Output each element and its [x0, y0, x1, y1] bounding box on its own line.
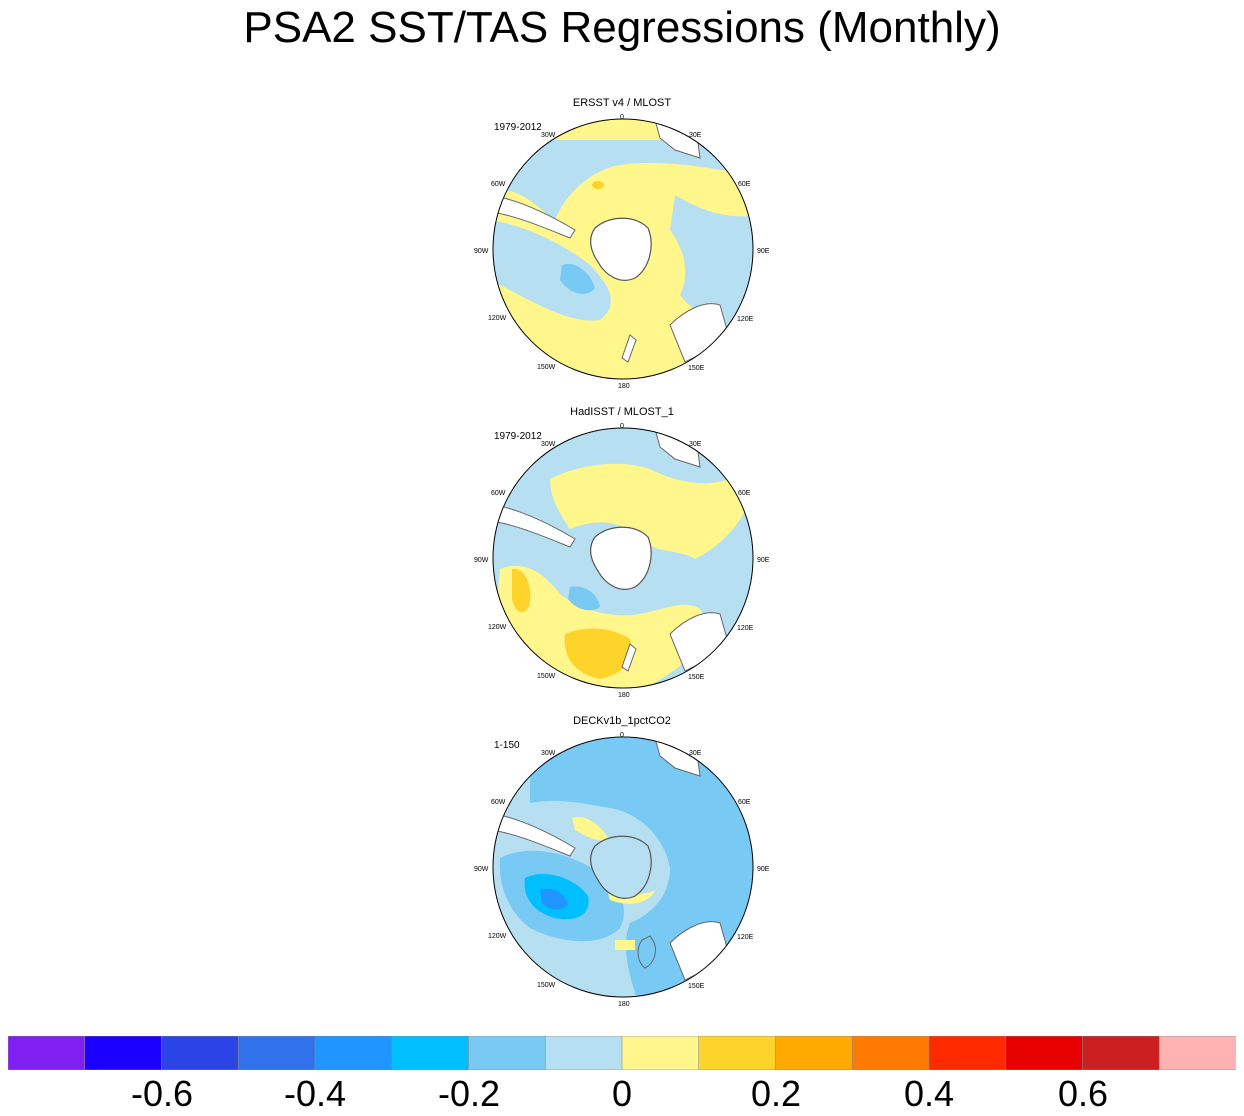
- panel-2-land-new-zealand: [621, 643, 637, 672]
- colorbar-box: [84, 1036, 163, 1070]
- panel-2-lon-120e: 120E: [737, 625, 754, 632]
- panel-1-lon-90w: 90W: [474, 248, 489, 255]
- colorbar-box: [468, 1036, 547, 1070]
- panel-2-lon-120w: 120W: [488, 624, 507, 631]
- panel-3-lon-150w: 150W: [537, 982, 556, 989]
- panel-3-land-south-america: [493, 812, 576, 857]
- panel-3-map-border: [492, 736, 754, 998]
- panel-1-title: ERSST v4 / MLOST: [572, 97, 672, 109]
- panel-1-land-south-america: [493, 194, 576, 239]
- panel-2-lon-0: 0: [620, 423, 624, 430]
- colorbar-box: [851, 1036, 930, 1070]
- colorbar-box: [8, 1036, 86, 1070]
- panel-2-lon-150w: 150W: [537, 673, 556, 680]
- panel-3-lon-120w: 120W: [488, 933, 507, 940]
- panel-2-antarctica: [590, 526, 652, 590]
- panel-2-map-border: [492, 427, 754, 689]
- panel-1-map-border: [492, 118, 754, 380]
- panel-1-land-new-zealand: [621, 334, 637, 363]
- panel-3-positive-patch: [615, 940, 635, 950]
- panel-3-lon-90w: 90W: [474, 866, 489, 873]
- colorbar-box: [928, 1036, 1007, 1070]
- panel-2-lon-30e: 30E: [689, 441, 702, 448]
- panel-1-lon-90e: 90E: [757, 248, 770, 255]
- panel-3-period: 1-150: [494, 740, 520, 751]
- panel-1-negative-core: [560, 263, 595, 294]
- panel-3-lon-60w: 60W: [491, 799, 506, 806]
- panel-2-lon-90e: 90E: [757, 557, 770, 564]
- panel-1-lon-0: 0: [620, 114, 624, 121]
- panel-1-period: 1979-2012: [494, 122, 542, 133]
- panel-1-lon-30w: 30W: [541, 132, 556, 139]
- panel-2-land-south-america: [493, 503, 576, 548]
- panel-2-lon-60w: 60W: [491, 490, 506, 497]
- panel-1-negative-region-west: [493, 220, 611, 321]
- colorbar-tick-label: -0.6: [130, 1073, 194, 1114]
- panel-3-lon-180: 180: [618, 1001, 630, 1008]
- panel-3-lon-120e: 120E: [737, 934, 754, 941]
- colorbar-tick-label: 0.2: [750, 1073, 802, 1114]
- panel-2-positive-region-north: [550, 463, 750, 559]
- panel-3-title: DECKv1b_1pctCO2: [573, 715, 671, 727]
- colorbar-box: [698, 1036, 777, 1070]
- panel-1-lon-180: 180: [618, 383, 630, 390]
- panel-2-lon-150e: 150E: [688, 674, 705, 681]
- panel-1-negative-region-east: [670, 195, 753, 340]
- colorbar-box: [314, 1036, 393, 1070]
- panel-2-strong-positive-west: [512, 568, 531, 613]
- panel-1-antarctica: [590, 217, 652, 281]
- panel-1-lon-60e: 60E: [738, 181, 751, 188]
- colorbar-box: [775, 1036, 854, 1070]
- figure-title: PSA2 SST/TAS Regressions (Monthly): [243, 3, 1001, 52]
- panel-1-lon-60w: 60W: [491, 181, 506, 188]
- colorbar-box: [237, 1036, 316, 1070]
- panel-3-antarctica: [590, 835, 652, 899]
- panel-1-map: [492, 118, 754, 380]
- panel-2-map: [492, 427, 754, 689]
- panel-2-title: HadISST / MLOST_1: [570, 406, 674, 418]
- panel-1-lon-150e: 150E: [688, 365, 705, 372]
- colorbar-box: [391, 1036, 470, 1070]
- colorbar-box: [1158, 1036, 1236, 1070]
- panel-3-lon-0: 0: [620, 732, 624, 739]
- panel-3-land-new-zealand: [637, 935, 656, 969]
- colorbar-tick-label: -0.4: [283, 1073, 347, 1114]
- panel-2-lon-180: 180: [618, 692, 630, 699]
- panel-2-period: 1979-2012: [494, 431, 542, 442]
- panel-2-negative-core: [568, 586, 600, 611]
- colorbar: [8, 1036, 1236, 1070]
- panel-2-strong-positive-core: [564, 628, 632, 679]
- panel-1-lon-150w: 150W: [537, 364, 556, 371]
- panel-3-lon-30e: 30E: [689, 750, 702, 757]
- panel-3-map: [492, 736, 754, 998]
- panel-3-lon-30w: 30W: [541, 750, 556, 757]
- colorbar-box: [621, 1036, 700, 1070]
- panel-3-lon-150e: 150E: [688, 983, 705, 990]
- colorbar-tick-label: -0.2: [437, 1073, 501, 1114]
- panel-1-lon-120e: 120E: [737, 316, 754, 323]
- colorbar-box: [1005, 1036, 1084, 1070]
- panel-2-lon-60e: 60E: [738, 490, 751, 497]
- colorbar-box: [544, 1036, 623, 1070]
- panel-3-lon-90e: 90E: [757, 866, 770, 873]
- panel-2-lon-30w: 30W: [541, 441, 556, 448]
- colorbar-box: [1082, 1036, 1161, 1070]
- colorbar-tick-label: 0.6: [1057, 1073, 1109, 1114]
- panel-3-core-strong: [540, 888, 568, 910]
- colorbar-tick-label: 0: [611, 1073, 633, 1114]
- panel-3-lon-60e: 60E: [738, 799, 751, 806]
- panel-1-lon-120w: 120W: [488, 315, 507, 322]
- panel-3-positive-ring: [572, 817, 655, 904]
- panel-2-lon-90w: 90W: [474, 557, 489, 564]
- panel-1-lon-30e: 30E: [689, 132, 702, 139]
- panel-1-negative-region-north: [493, 140, 753, 220]
- colorbar-box: [161, 1036, 240, 1070]
- panel-1-positive-core: [592, 181, 604, 189]
- colorbar-tick-label: 0.4: [903, 1073, 955, 1114]
